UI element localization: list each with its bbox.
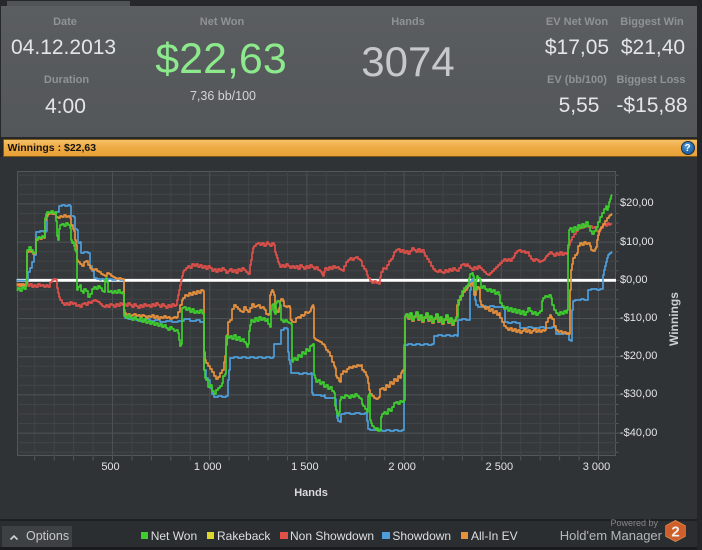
svg-text:2: 2 bbox=[671, 524, 679, 541]
